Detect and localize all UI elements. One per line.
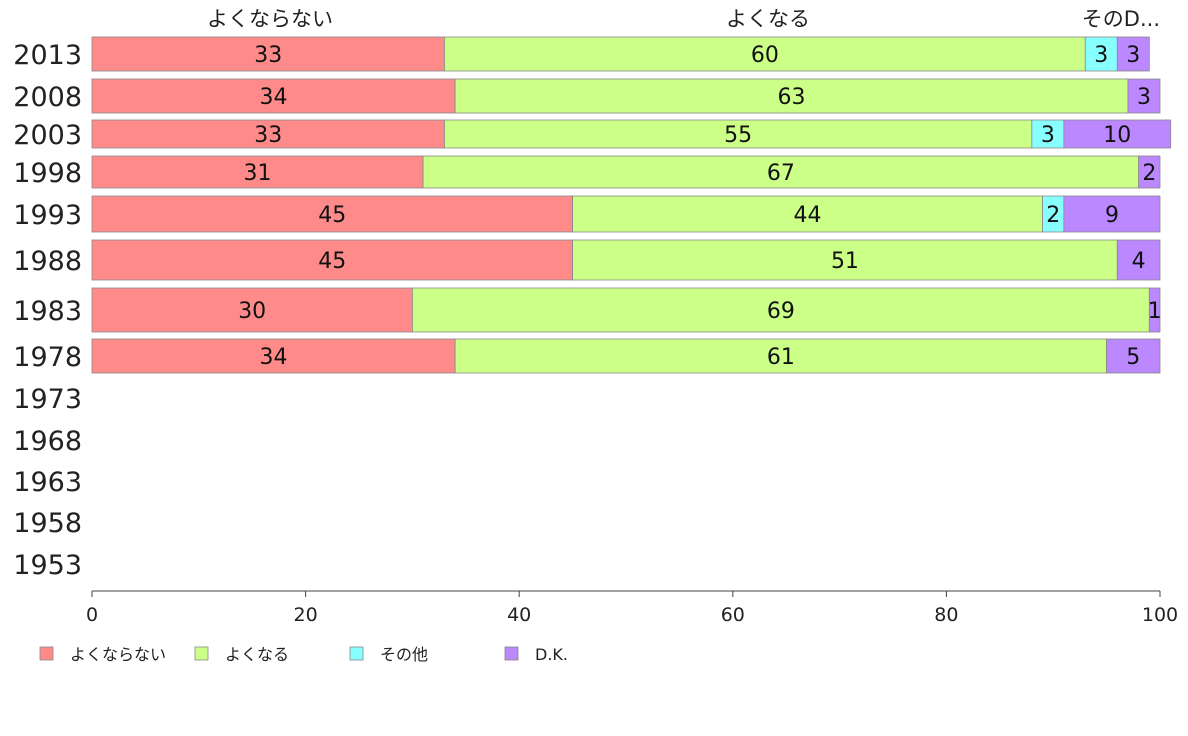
x-tick-label: 60 [721,604,745,626]
legend-swatch [504,646,519,661]
bar-segment [91,338,456,374]
bar-segment [572,239,1118,281]
data-label: 5 [1126,345,1140,370]
y-tick-label: 1953 [13,550,82,581]
bar-segment [1116,239,1161,281]
legend-label: D.K. [535,645,568,664]
data-label: 3 [1094,43,1108,68]
x-axis: 0 20 40 60 80 100 [86,590,1178,626]
y-tick-label: 1998 [13,158,82,189]
bar-segment [91,78,456,114]
data-label: 61 [767,345,795,370]
legend-label: よくならない [70,645,166,664]
data-label: 30 [238,299,266,324]
x-tick-label: 100 [1142,604,1178,626]
data-label: 63 [778,85,806,110]
bar-segment [1084,36,1118,72]
data-label: 44 [794,203,822,228]
data-label: 55 [724,123,752,148]
data-label: 69 [767,299,795,324]
legend-label: よくなる [225,645,289,664]
data-label: 33 [254,123,282,148]
bar-segment [91,195,574,233]
x-tick-label: 40 [507,604,531,626]
bar-segment [1063,195,1161,233]
bar-segment [1106,338,1161,374]
data-label: 3 [1041,123,1055,148]
data-label: 3 [1126,43,1140,68]
bar-segment [91,119,445,149]
x-tick-label: 20 [294,604,318,626]
bar-segment [1031,119,1065,149]
bar-segment [572,195,1043,233]
legend-label: その他 [380,645,428,664]
bar-segment [91,36,445,72]
legend-swatch [349,646,364,661]
data-label: 9 [1105,203,1119,228]
y-tick-label: 2003 [13,120,82,151]
data-label: 2 [1046,203,1060,228]
data-label: 2 [1142,161,1156,186]
data-label: 67 [767,161,795,186]
bar-segment [1148,287,1161,333]
x-tick-label: 0 [86,604,98,626]
y-tick-label: 1978 [13,342,82,373]
column-header-better: よくなる [726,7,810,31]
data-label: 3 [1137,85,1151,110]
y-tick-label: 1973 [13,384,82,415]
bar-segment [454,78,1129,114]
bar-segment [91,155,424,189]
data-label: 1 [1148,299,1162,324]
bar-segment [444,36,1086,72]
data-label: 31 [244,161,272,186]
column-headers: よくならない よくなる そのD... [207,7,1160,31]
y-tick-label: 1968 [13,426,82,457]
bar-segment [454,338,1107,374]
column-header-other: そのD... [1082,7,1160,31]
data-label: 51 [831,249,859,274]
data-label: 45 [318,249,346,274]
y-tick-label: 2008 [13,82,82,113]
bar-segment [411,287,1150,333]
data-label: 45 [318,203,346,228]
bar-segment [422,155,1140,189]
bar-segment [444,119,1033,149]
bar-segment [1138,155,1161,189]
data-label: 10 [1103,123,1131,148]
column-header-not-better: よくならない [207,7,333,31]
legend: よくならない よくなる その他 D.K. [39,645,568,664]
bar-segment [91,239,574,281]
legend-swatch [194,646,209,661]
data-label: 4 [1132,249,1146,274]
bar-segment [1063,119,1172,149]
y-tick-label: 1983 [13,296,82,327]
y-axis-tick-labels: 2013 2008 2003 1998 1993 1988 1983 1978 1973 1968… [13,40,82,581]
data-label: 34 [260,85,288,110]
y-tick-label: 1993 [13,200,82,231]
x-tick-label: 80 [934,604,958,626]
y-tick-label: 1988 [13,246,82,277]
bar-segment [1127,78,1161,114]
data-label: 33 [254,43,282,68]
legend-swatch [39,646,54,661]
y-tick-label: 1958 [13,508,82,539]
y-tick-label: 2013 [13,40,82,71]
bar-segment [1116,36,1150,72]
y-tick-label: 1963 [13,467,82,498]
data-label: 60 [751,43,779,68]
data-label: 34 [260,345,288,370]
